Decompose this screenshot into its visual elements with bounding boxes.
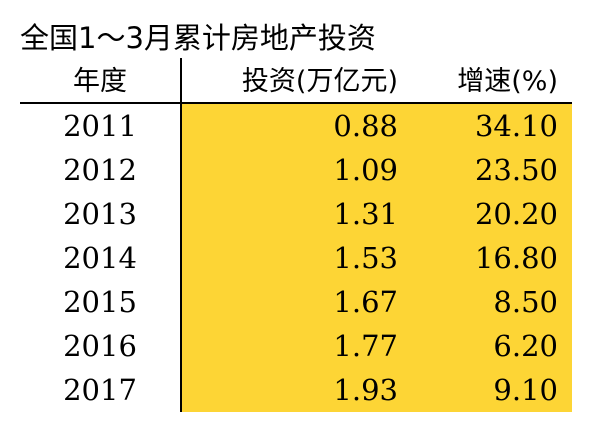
investment-cell: 1.93: [333, 373, 398, 407]
table-body: 2011 0.88 34.10 2012 1.09 23.50 2013 1.31 20.20 2…: [0, 104, 598, 412]
year-cell: 2012: [63, 153, 137, 187]
growth-cell: 8.50: [493, 285, 558, 319]
investment-cell: 1.53: [333, 241, 398, 275]
investment-cell: 1.31: [333, 197, 398, 231]
investment-cell: 1.09: [333, 153, 398, 187]
investment-cell: 1.77: [333, 329, 398, 363]
year-cell: 2013: [63, 197, 137, 231]
year-cell: 2014: [63, 241, 137, 275]
year-cell: 2011: [63, 109, 137, 143]
investment-cell: 0.88: [333, 109, 398, 143]
table-row: 2017 1.93 9.10: [0, 368, 598, 412]
year-cell: 2017: [63, 373, 137, 407]
table-row: 2011 0.88 34.10: [0, 104, 598, 148]
table-row: 2016 1.77 6.20: [0, 324, 598, 368]
table-row: 2014 1.53 16.80: [0, 236, 598, 280]
growth-cell: 20.20: [474, 197, 558, 231]
header-rule: [20, 102, 572, 104]
growth-cell: 23.50: [474, 153, 558, 187]
table-row: 2015 1.67 8.50: [0, 280, 598, 324]
table-row: 2013 1.31 20.20: [0, 192, 598, 236]
year-cell: 2016: [63, 329, 137, 363]
table-title: 全国1～3月累计房地产投资: [20, 21, 376, 55]
column-header-investment: 投资(万亿元): [241, 66, 398, 97]
growth-cell: 9.10: [493, 373, 558, 407]
column-header-year: 年度: [73, 66, 127, 97]
vertical-rule: [180, 58, 182, 412]
table-row: 2012 1.09 23.50: [0, 148, 598, 192]
year-cell: 2015: [63, 285, 137, 319]
growth-cell: 16.80: [474, 241, 558, 275]
growth-cell: 6.20: [493, 329, 558, 363]
column-header-growth: 增速(%): [457, 66, 558, 97]
growth-cell: 34.10: [474, 109, 558, 143]
investment-cell: 1.67: [333, 285, 398, 319]
highlighted-data-region: [182, 104, 572, 412]
